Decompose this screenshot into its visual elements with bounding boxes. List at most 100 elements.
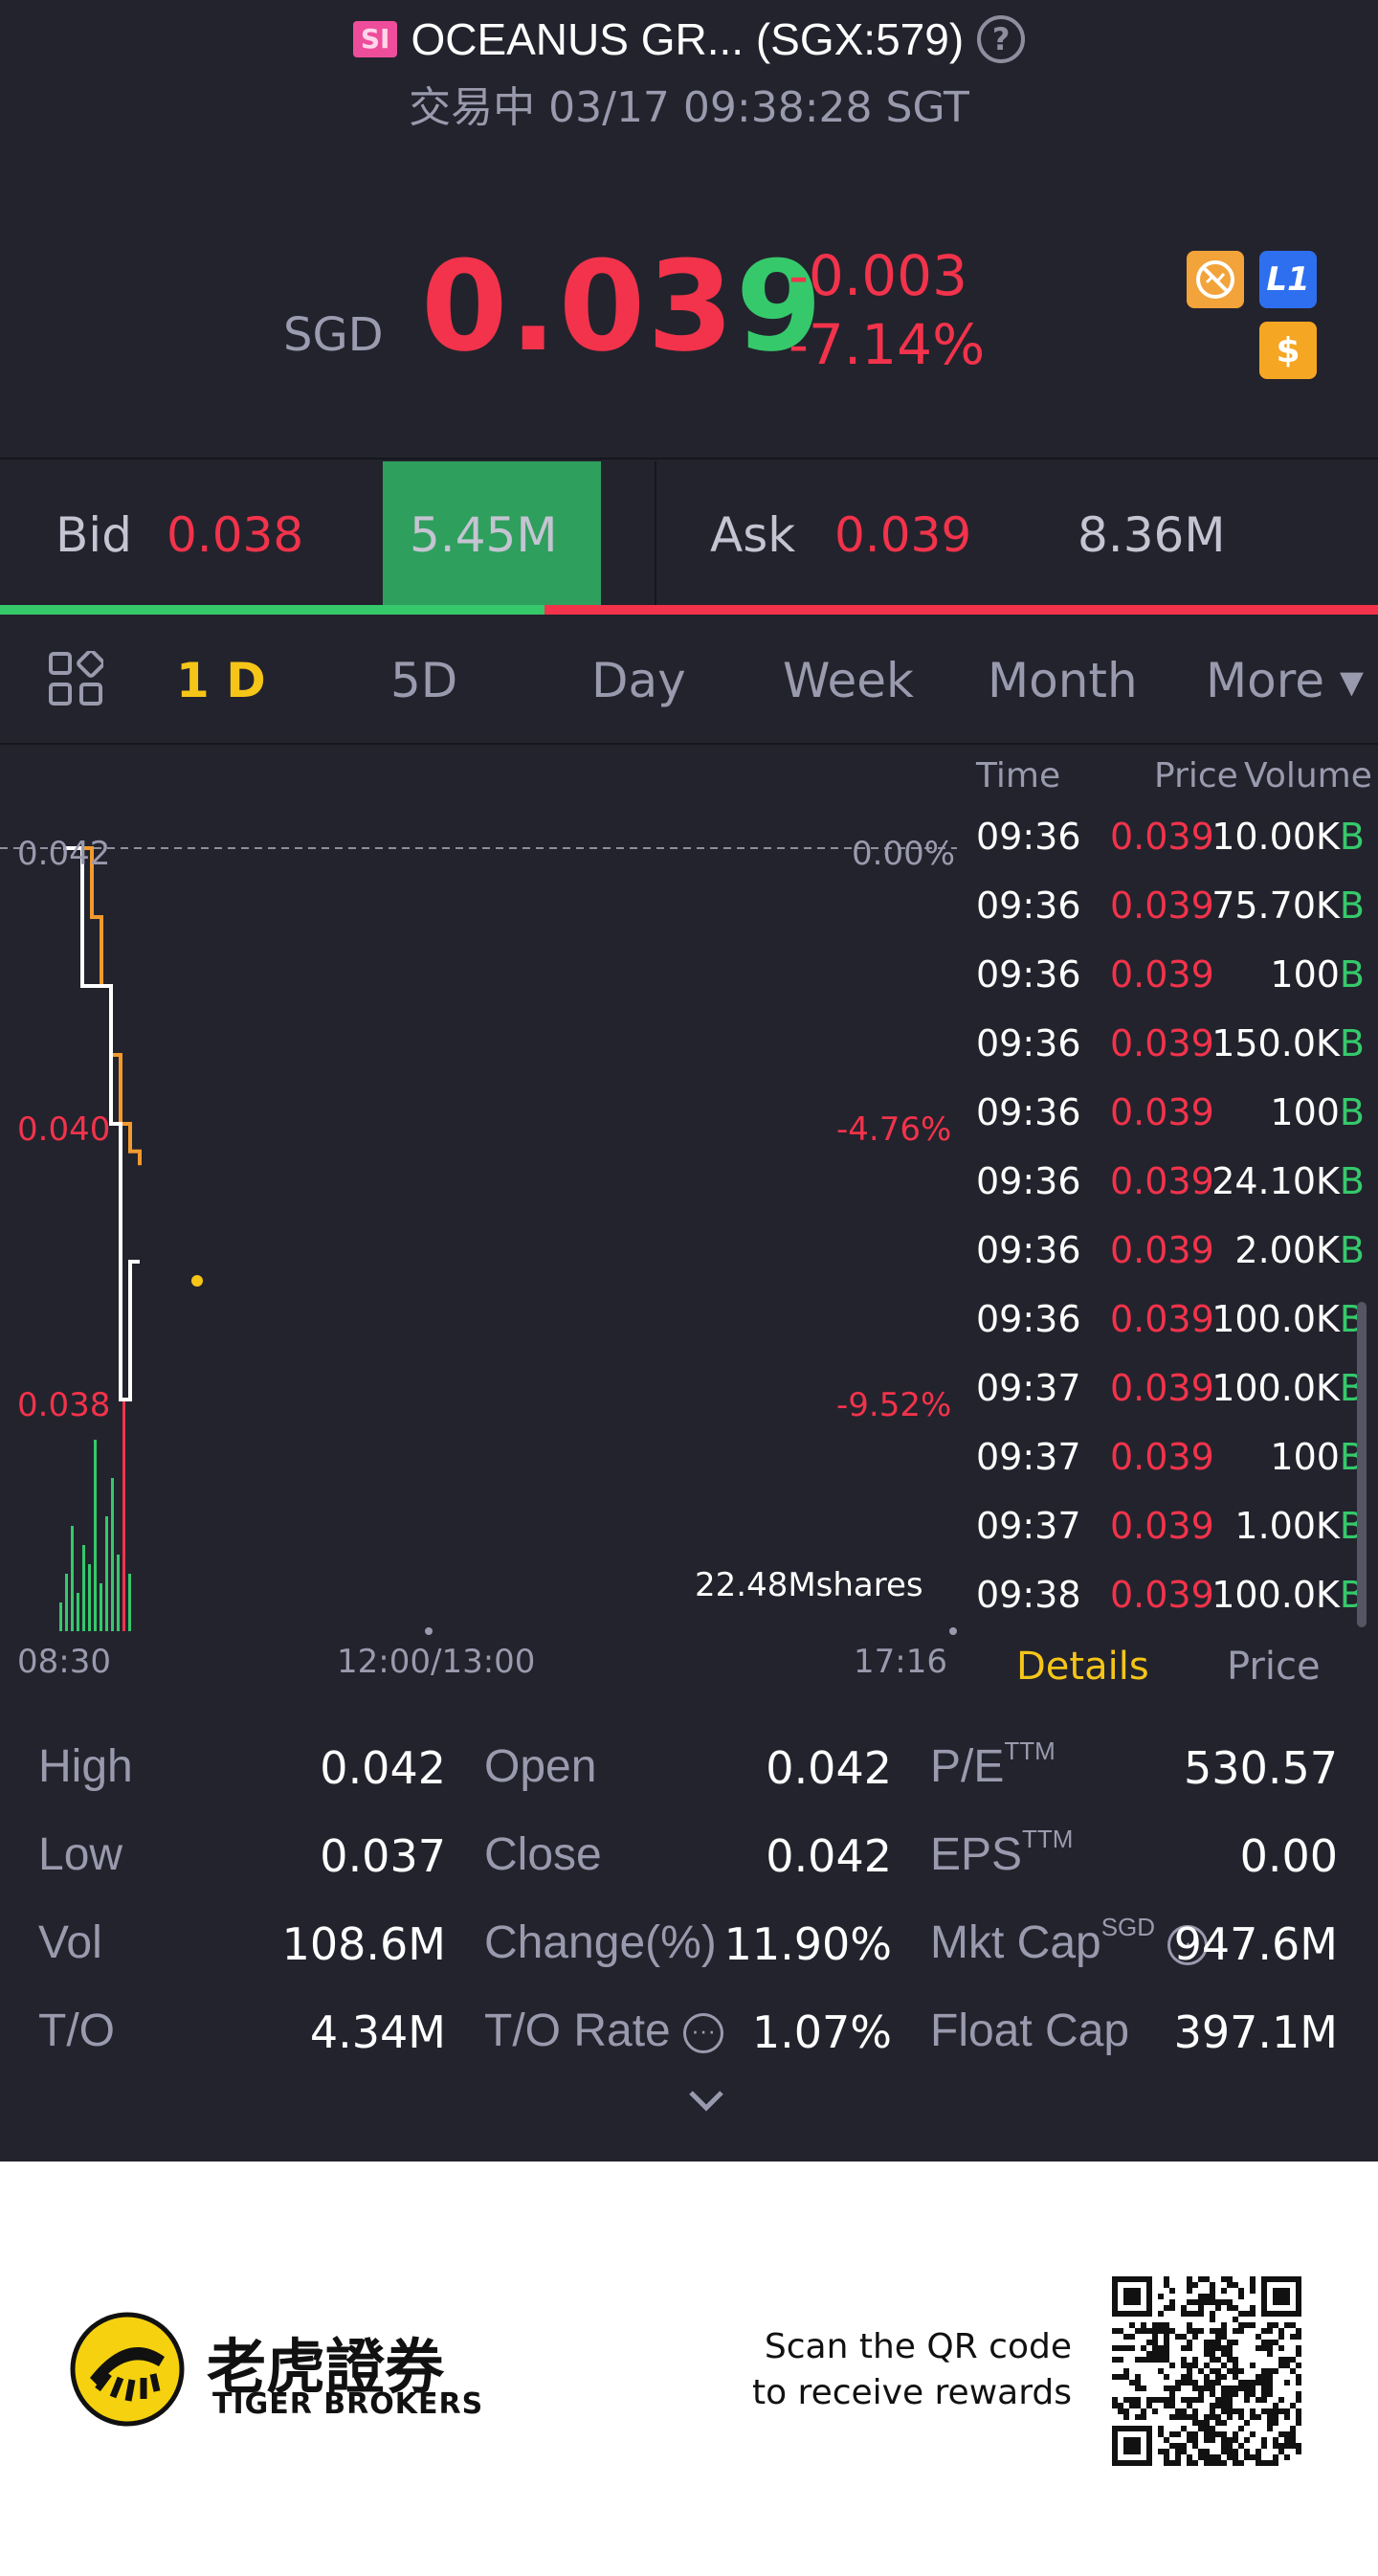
brand-name-en: TIGER BROKERS xyxy=(212,2387,484,2421)
scan-prompt-line2: to receive rewards xyxy=(751,2373,1072,2412)
time-label-open: 08:30 xyxy=(17,1643,111,1681)
tick-time: 09:37 xyxy=(976,1505,1081,1547)
price-label-mid: 0.040 xyxy=(17,1110,111,1149)
stat-eps-label: EPSTTM xyxy=(930,1825,1073,1881)
tab-details[interactable]: Details xyxy=(1016,1645,1149,1689)
tab-more[interactable]: More ▾ xyxy=(1206,653,1364,708)
stock-title: OCEANUS GR... (SGX:579) xyxy=(411,14,965,64)
volume-bar xyxy=(100,1583,102,1631)
time-label-close: 17:16 xyxy=(854,1643,947,1681)
stat-high-value: 0.042 xyxy=(320,1742,446,1794)
stat-high-label: High xyxy=(38,1741,133,1792)
tick-time: 09:36 xyxy=(976,816,1081,858)
tick-row: 09:37 0.039 100B xyxy=(967,1436,1378,1505)
tab-day[interactable]: Day xyxy=(591,653,686,708)
tick-time: 09:36 xyxy=(976,1229,1081,1271)
divider xyxy=(0,458,1378,459)
tab-month[interactable]: Month xyxy=(988,653,1138,708)
tick-price: 0.039 xyxy=(1110,953,1214,996)
stat-change-value: 11.90% xyxy=(723,1918,892,1970)
stat-pe-label: P/ETTM xyxy=(930,1736,1056,1793)
tick-volume: 100.0KB xyxy=(1211,1574,1365,1616)
tick-volume: 150.0KB xyxy=(1211,1022,1365,1064)
tick-volume: 2.00KB xyxy=(1234,1229,1365,1271)
volume-bar xyxy=(82,1545,85,1631)
volume-bar xyxy=(111,1478,114,1631)
more-info-icon[interactable]: ··· xyxy=(683,2013,724,2054)
tick-price: 0.039 xyxy=(1110,1367,1214,1409)
stat-mktcap-text: Mkt Cap xyxy=(930,1917,1101,1968)
tick-row: 09:36 0.039 100.0KB xyxy=(967,1298,1378,1367)
bid-ask-bar[interactable]: Bid 0.038 5.45M Ask 0.039 8.36M xyxy=(0,461,1378,605)
price-label-top: 0.042 xyxy=(17,835,111,873)
stat-vol-label: Vol xyxy=(38,1917,102,1968)
tiger-logo-icon xyxy=(70,2312,185,2427)
volume-bar xyxy=(65,1574,68,1631)
tick-volume: 75.70KB xyxy=(1211,885,1365,927)
intraday-chart[interactable]: 0.042 0.040 0.038 0.00% -4.76% -9.52% 22… xyxy=(0,747,957,1666)
tick-price: 0.039 xyxy=(1110,1574,1214,1616)
stat-pe-sup: TTM xyxy=(1004,1736,1056,1765)
stat-to-value: 4.34M xyxy=(309,2006,446,2058)
layout-grid-icon[interactable] xyxy=(48,651,103,706)
tick-row: 09:37 0.039 100.0KB xyxy=(967,1367,1378,1436)
app-background xyxy=(0,0,1378,2162)
stat-to-rate-value: 1.07% xyxy=(751,2006,892,2058)
bid-label: Bid xyxy=(56,507,132,563)
price-line xyxy=(63,846,140,1401)
ticks-scrollbar[interactable] xyxy=(1357,1302,1367,1627)
bid-volume-highlight xyxy=(383,461,601,605)
no-short-sell-icon[interactable] xyxy=(1187,251,1244,308)
tick-volume: 100.0KB xyxy=(1211,1298,1365,1340)
session-break-dot xyxy=(425,1627,433,1635)
volume-bar xyxy=(122,1401,125,1631)
tab-5d[interactable]: 5D xyxy=(390,653,458,708)
volume-bar xyxy=(105,1516,108,1631)
dollar-icon[interactable]: $ xyxy=(1259,322,1317,379)
stat-mktcap-label: Mkt CapSGD ··· xyxy=(930,1913,1209,1969)
stat-to-rate-text: T/O Rate xyxy=(484,2005,671,2056)
tab-1d[interactable]: 1 D xyxy=(176,653,266,708)
tick-row: 09:36 0.039 75.70KB xyxy=(967,885,1378,953)
tick-volume: 100B xyxy=(1270,953,1365,996)
change-value: -0.003 xyxy=(789,243,967,308)
volume-bar xyxy=(71,1526,74,1631)
stat-eps-value: 0.00 xyxy=(1239,1830,1338,1882)
stat-pe-text: P/E xyxy=(930,1741,1005,1792)
help-icon[interactable]: ? xyxy=(977,15,1026,63)
scan-prompt: Scan the QR code to receive rewards xyxy=(752,2324,1072,2416)
tick-row: 09:36 0.039 10.00KB xyxy=(967,816,1378,885)
tick-time: 09:37 xyxy=(976,1367,1081,1409)
stat-mktcap-value: 947.6M xyxy=(1173,1918,1338,1970)
time-label-break: 12:00/13:00 xyxy=(337,1643,536,1681)
tab-week[interactable]: Week xyxy=(783,653,914,708)
ask-price: 0.039 xyxy=(834,507,972,563)
volume-bars xyxy=(59,1401,131,1631)
level1-icon[interactable]: L1 xyxy=(1259,251,1317,308)
tab-price[interactable]: Price xyxy=(1227,1645,1321,1689)
tick-volume: 24.10KB xyxy=(1211,1160,1365,1202)
tick-time: 09:36 xyxy=(976,1022,1081,1064)
header: SI OCEANUS GR... (SGX:579) ? xyxy=(0,13,1378,65)
tick-price: 0.039 xyxy=(1110,1091,1214,1133)
scan-prompt-line1: Scan the QR code xyxy=(764,2327,1072,2366)
chevron-down-icon[interactable] xyxy=(685,2079,727,2121)
tick-volume: 100.0KB xyxy=(1211,1367,1365,1409)
volume-bar xyxy=(94,1440,97,1631)
tick-price: 0.039 xyxy=(1110,1298,1214,1340)
period-tabs: 1 D 5D Day Week Month More ▾ xyxy=(0,615,1378,743)
tick-volume: 100B xyxy=(1270,1091,1365,1133)
tick-volume: 10.00KB xyxy=(1211,816,1365,858)
stat-to-rate-label: T/O Rate ··· xyxy=(484,2005,724,2057)
more-info-icon[interactable]: ··· xyxy=(1167,1925,1209,1966)
pct-label-top: 0.00% xyxy=(852,835,956,873)
divider xyxy=(0,743,1378,745)
tick-price: 0.039 xyxy=(1110,1022,1214,1064)
tick-price: 0.039 xyxy=(1110,1229,1214,1271)
stat-eps-text: EPS xyxy=(930,1829,1023,1880)
volume-bar xyxy=(77,1593,79,1631)
volume-bar xyxy=(128,1574,131,1631)
stat-open-label: Open xyxy=(484,1741,597,1792)
stat-mktcap-sup: SGD xyxy=(1100,1913,1156,1941)
ask-ratio-bar xyxy=(544,605,1378,615)
